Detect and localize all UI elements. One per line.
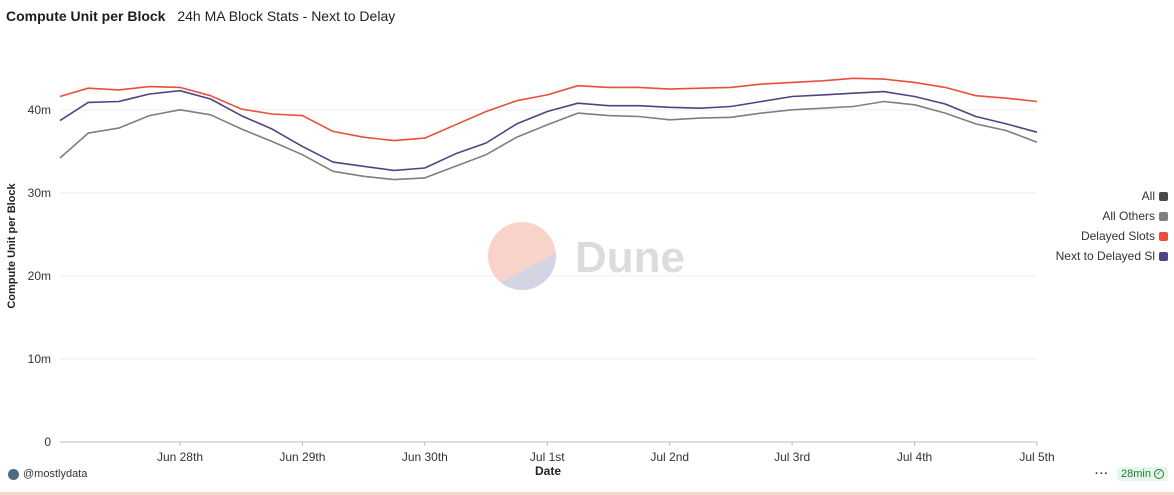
x-tick-label: Jun 29th [279, 450, 325, 464]
y-axis-label: Compute Unit per Block [6, 182, 18, 308]
x-tick-label: Jun 30th [402, 450, 448, 464]
series-line-delayed-slots [59, 77, 1038, 142]
legend: All All Others Delayed Slots Next to Del… [1056, 188, 1168, 264]
author-name: @mostlydata [23, 468, 88, 480]
legend-label: All [1141, 189, 1155, 203]
y-tick-label: 40m [28, 103, 51, 117]
refresh-time: 28min [1121, 468, 1151, 480]
y-tick-label: 10m [28, 352, 51, 366]
legend-label: Delayed Slots [1080, 229, 1155, 243]
x-axis: Jun 28th Jun 29th Jun 30th Jul 1st Jul 2nd Ju… [157, 442, 1055, 464]
more-options-icon[interactable]: ··· [1095, 468, 1110, 480]
x-tick-label: Jul 2nd [650, 450, 689, 464]
y-tick-label: 30m [28, 186, 51, 200]
legend-swatch [1159, 231, 1168, 241]
y-tick-label: 0 [44, 435, 51, 449]
legend-swatch [1159, 191, 1168, 201]
x-tick-label: Jul 1st [530, 450, 565, 464]
avatar [8, 468, 19, 480]
legend-label: Next to Delayed Sl [1055, 249, 1155, 263]
legend-item-next-to-delayed[interactable]: Next to Delayed Sl [1056, 248, 1168, 264]
legend-swatch [1159, 251, 1168, 261]
check-icon: ✓ [1154, 469, 1164, 479]
series-line-all-others [59, 100, 1038, 181]
dune-watermark: Dune [488, 222, 685, 290]
legend-swatch [1159, 211, 1168, 221]
footer-actions: ··· 28min ✓ [1095, 467, 1168, 481]
legend-item-all[interactable]: All [1142, 188, 1168, 204]
chart-header: Compute Unit per Block 24h MA Block Stat… [6, 8, 395, 24]
x-tick-label: Jul 3rd [774, 450, 810, 464]
series-group [59, 77, 1038, 181]
x-tick-label: Jun 28th [157, 450, 203, 464]
x-axis-label: Date [535, 464, 561, 478]
line-chart: Dune 0 10m 20m 30m 40m Jun 28th Jun 29th Jun 3… [6, 77, 1055, 478]
watermark-text: Dune [575, 233, 685, 282]
x-tick-label: Jul 4th [897, 450, 932, 464]
refresh-badge[interactable]: 28min ✓ [1117, 467, 1168, 481]
y-axis: 0 10m 20m 30m 40m [28, 103, 52, 449]
chart-subtitle: 24h MA Block Stats - Next to Delay [177, 8, 396, 24]
legend-label: All Others [1102, 209, 1155, 223]
legend-item-delayed-slots[interactable]: Delayed Slots [1081, 228, 1168, 244]
chart-title: Compute Unit per Block [6, 8, 166, 24]
legend-item-all-others[interactable]: All Others [1102, 208, 1168, 224]
author-link[interactable]: @mostlydata [8, 468, 87, 480]
bottom-divider [0, 492, 1174, 495]
x-tick-label: Jul 5th [1019, 450, 1054, 464]
series-line-next-to-delayed-sl [59, 89, 1038, 172]
y-tick-label: 20m [28, 269, 51, 283]
